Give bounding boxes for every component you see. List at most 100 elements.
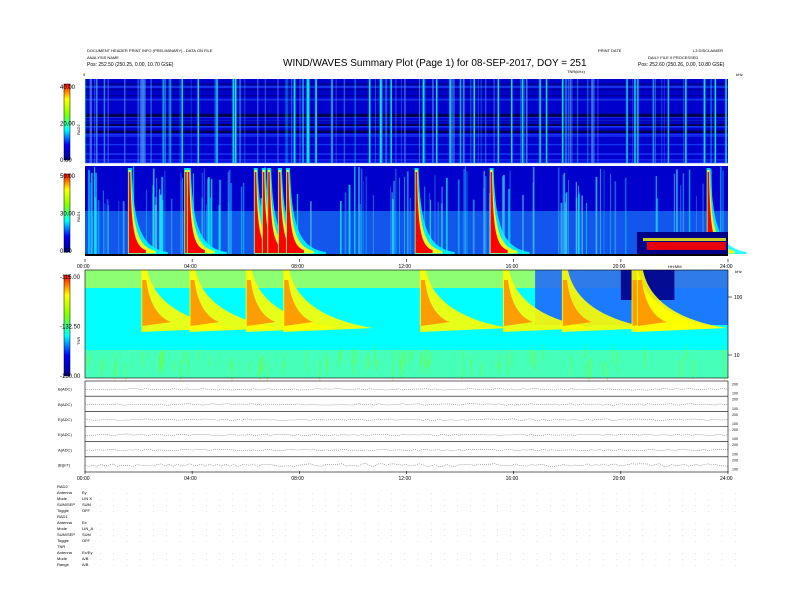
rad1-streak — [720, 166, 722, 254]
rad1-burst-mid — [187, 170, 215, 254]
rad2-band — [85, 85, 728, 88]
header-info-line: DOCUMENT HEADER PRINT INFO (PRELIMINARY)… — [87, 48, 213, 53]
rad2-dark-band — [85, 131, 728, 133]
timeseries-tick-label: 100 — [732, 407, 738, 411]
rad1-streak — [230, 183, 233, 254]
tnr-lf-streak — [408, 351, 410, 365]
tnr-lf-streak — [115, 354, 117, 375]
rad1-tick-label: 30.00 — [60, 212, 76, 218]
rad1-streak — [673, 173, 675, 254]
start-marker: 0 — [83, 72, 86, 77]
rad1-burst-halo — [267, 168, 308, 254]
rad2-burst — [703, 79, 706, 163]
rad1-streak — [340, 200, 342, 254]
status-dotted-row: . . . . . . . . . . . . . . . . . . . . … — [100, 539, 740, 543]
rad2-streak — [232, 79, 235, 163]
tnr-lf-streak — [326, 358, 328, 373]
rad2-streak — [569, 79, 572, 163]
tnr-lf-streak — [355, 345, 357, 365]
status-value: A/B — [82, 556, 89, 561]
rad2-streak — [144, 79, 146, 163]
rad2-streak — [683, 79, 685, 163]
timeseries-tick-label: 100 — [732, 437, 738, 441]
timeseries-panel: B(ADC) 200 100 B(ADC) 200 100 E(ADC) 200 100 E(AD… — [58, 380, 738, 482]
rad1-streak — [392, 198, 394, 254]
rad2-streak — [564, 79, 567, 163]
tnr-units-label: TNR(kHz) — [567, 69, 585, 74]
rad2-band — [85, 135, 728, 137]
rad2-streak — [591, 79, 593, 163]
rad2-band — [85, 126, 728, 128]
rad1-burst-mid — [286, 170, 314, 254]
rad2-streak — [141, 79, 143, 163]
rad1-streak — [624, 177, 627, 254]
tnr-lf-streak — [283, 362, 284, 374]
rad2-band — [85, 159, 728, 161]
rad2-band — [85, 143, 728, 146]
rad2-streak — [232, 79, 234, 163]
rad1-streak — [207, 178, 208, 254]
rad2-burst — [725, 79, 727, 163]
rad1-streak — [219, 179, 221, 254]
tnr-lf-streak — [262, 355, 264, 372]
rad2-streak — [652, 79, 655, 163]
rad2-streak — [663, 79, 665, 163]
tnr-lf-streak — [463, 348, 464, 363]
tnr-lf-streak — [180, 360, 181, 380]
tnr-lf-streak — [584, 344, 585, 359]
tnr-burst-core — [420, 280, 450, 326]
rad2-streak — [520, 79, 522, 163]
rad1-streak — [403, 176, 405, 254]
rad1-burst-mid — [415, 170, 443, 254]
tnr-lf-streak — [469, 354, 471, 366]
status-key: Range — [57, 562, 69, 567]
rad1-streak — [354, 166, 356, 254]
timeseries-x-tick-label: 24:00 — [720, 476, 733, 482]
status-key: Mode — [57, 526, 68, 531]
tnr-burst-core — [562, 280, 592, 326]
rad2-streak — [577, 79, 579, 163]
rad1-streak — [209, 197, 212, 254]
tnr-lf-streak — [427, 348, 429, 367]
rad1-streak — [296, 194, 299, 254]
rad1-burst-mid — [278, 170, 306, 254]
rad1-streak — [578, 192, 580, 254]
rad2-band — [85, 129, 728, 132]
timeseries-tick-label: 100 — [732, 422, 738, 426]
tnr-spectrogram: -115.00 -132.50 -150.00 TNR 100 10 kHz HH:MM — [60, 264, 743, 385]
rad2-streak — [453, 79, 455, 163]
tnr-lf-streak — [187, 351, 189, 363]
rad1-streak — [508, 189, 510, 254]
status-dotted-row: . . . . . . . . . . . . . . . . . . . . … — [100, 509, 740, 513]
tnr-lf-streak — [305, 349, 307, 371]
timeseries-trace — [84, 433, 729, 436]
rad2-streak — [306, 79, 308, 163]
rad2-streak — [302, 79, 304, 163]
rad2-streak — [567, 79, 570, 163]
rad2-spectrogram: 40.00 20.00 0.00 RAD2 — [60, 79, 728, 164]
rad2-streak — [239, 79, 241, 163]
file-status: DAILY FILE 0 PROCESSED — [648, 55, 699, 60]
rad1-streak — [227, 172, 229, 254]
rad1-burst-core — [254, 172, 272, 253]
tnr-lf-streak — [470, 360, 472, 377]
rad1-streak — [577, 194, 580, 254]
tnr-lf-streak — [125, 363, 127, 383]
tnr-burst-core — [503, 280, 533, 326]
timeseries-trace — [84, 418, 729, 421]
tnr-tick-label: -150.00 — [60, 374, 81, 380]
rad1-streak — [430, 199, 432, 254]
rad2-tick-label: 20.00 — [60, 122, 76, 128]
rad1-streak — [429, 193, 431, 254]
rad1-streak — [722, 170, 724, 254]
tnr-lf-streak — [325, 353, 327, 367]
rad2-streak — [163, 79, 165, 163]
rad2-streak — [539, 79, 542, 163]
rad2-streak — [626, 79, 628, 163]
timeseries-trace — [84, 403, 729, 406]
rad2-streak — [526, 79, 528, 163]
rad2-streak — [400, 79, 402, 163]
rad2-streak — [661, 79, 663, 163]
rad1-streak — [585, 202, 588, 254]
